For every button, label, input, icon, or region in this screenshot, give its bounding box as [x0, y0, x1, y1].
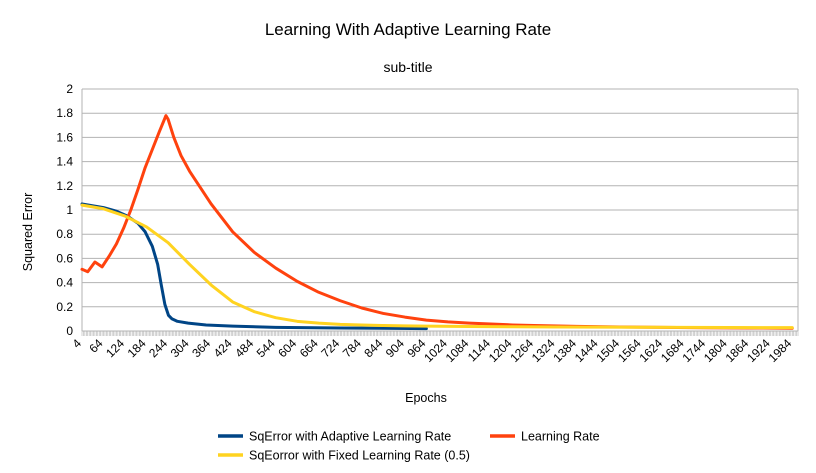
- x-tick-label: 1924: [744, 336, 773, 365]
- x-tick-label: 784: [340, 336, 364, 360]
- legend: SqError with Adaptive Learning Rate Learn…: [218, 430, 600, 463]
- x-tick-label: 904: [383, 336, 407, 360]
- x-tick-label: 1864: [723, 336, 752, 365]
- x-tick-label: 184: [125, 336, 149, 360]
- grid: [82, 88, 798, 332]
- x-minor-ticks: [81, 331, 799, 336]
- y-tick-label: 0.6: [56, 251, 73, 265]
- y-tick-label: 0: [66, 324, 73, 338]
- y-tick-label: 1.4: [56, 155, 73, 169]
- x-tick-labels: 4 641241842443043644244845446046647247848…: [69, 336, 794, 365]
- x-tick-label: 1264: [507, 336, 536, 365]
- y-tick-label: 1: [66, 203, 73, 217]
- y-tick-labels: 0 0.2 0.4 0.6 0.8 1 1.2 1.4 1.6 1.8 2: [56, 82, 73, 338]
- x-tick-label: 484: [232, 336, 256, 360]
- x-tick-label: 424: [211, 336, 235, 360]
- x-tick-label: 1144: [465, 336, 493, 364]
- x-tick-label: 724: [318, 336, 342, 360]
- x-tick-label: 544: [254, 336, 278, 360]
- x-tick-label: 1804: [701, 336, 730, 365]
- x-tick-label: 64: [86, 336, 106, 356]
- x-tick-label: 4: [69, 336, 84, 351]
- x-tick-label: 1564: [615, 336, 644, 365]
- x-tick-label: 1984: [766, 336, 795, 365]
- legend-label: SqError with Adaptive Learning Rate: [249, 430, 451, 444]
- x-tick-label: 1084: [443, 336, 472, 365]
- legend-label: SqEorror with Fixed Learning Rate (0.5): [249, 449, 470, 463]
- chart-title: Learning With Adaptive Learning Rate: [265, 20, 551, 39]
- x-tick-label: 304: [168, 336, 192, 360]
- y-axis-title: Squared Error: [21, 193, 35, 272]
- x-tick-label: 664: [297, 336, 321, 360]
- x-tick-label: 1384: [550, 336, 579, 365]
- x-tick-label: 244: [146, 336, 170, 360]
- series-line: [80, 114, 794, 330]
- x-tick-label: 364: [189, 336, 213, 360]
- chart-subtitle: sub-title: [383, 59, 432, 75]
- x-tick-label: 124: [103, 336, 127, 360]
- y-tick-label: 1.2: [56, 179, 73, 193]
- x-tick-label: 1684: [658, 336, 687, 365]
- plot-area: [80, 114, 794, 331]
- x-tick-label: 1744: [680, 336, 709, 365]
- x-tick-label: 1624: [636, 336, 665, 365]
- x-tick-label: 1324: [529, 336, 558, 365]
- y-tick-label: 1.8: [56, 106, 73, 120]
- x-tick-label: 1204: [486, 336, 515, 365]
- x-tick-label: 844: [361, 336, 385, 360]
- y-tick-label: 0.8: [56, 227, 73, 241]
- legend-label: Learning Rate: [521, 430, 600, 444]
- x-tick-label: 1024: [421, 336, 450, 365]
- y-tick-label: 1.6: [56, 130, 73, 144]
- x-tick-label: 604: [275, 336, 299, 360]
- axes: [81, 89, 799, 336]
- x-axis-title: Epochs: [405, 391, 447, 405]
- y-tick-label: 2: [66, 82, 73, 96]
- x-tick-label: 1444: [572, 336, 601, 365]
- series-line: [80, 203, 794, 330]
- y-tick-label: 0.4: [56, 276, 73, 290]
- x-tick-label: 1504: [593, 336, 622, 365]
- y-tick-label: 0.2: [56, 300, 73, 314]
